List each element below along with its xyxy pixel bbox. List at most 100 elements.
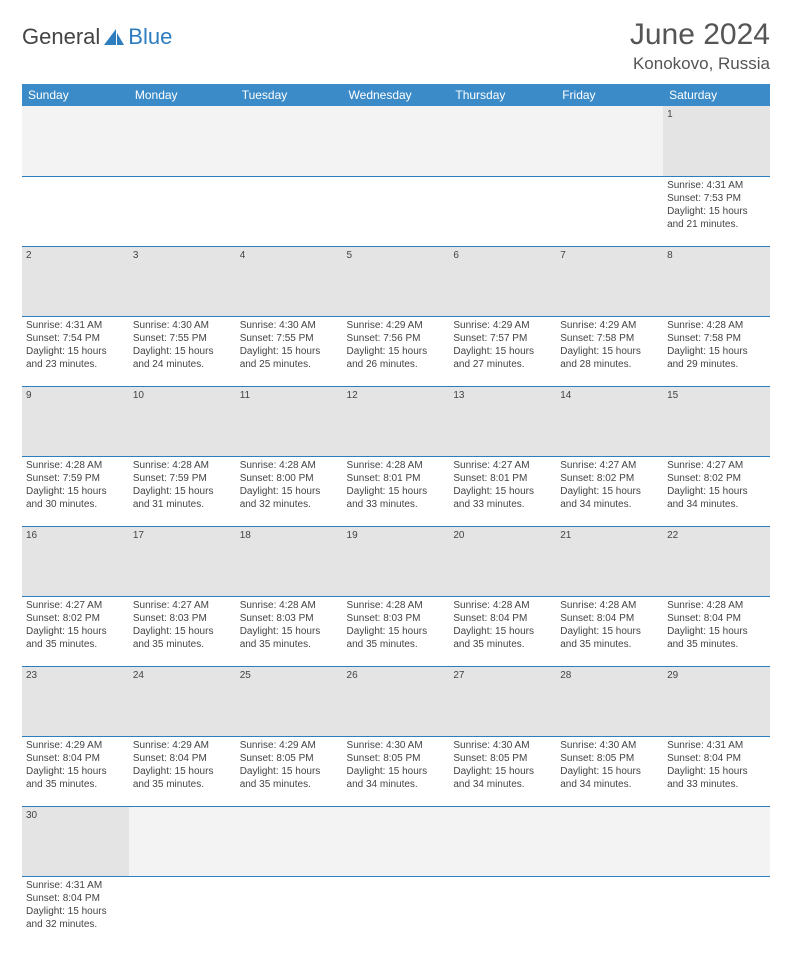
sunset-text: Sunset: 8:02 PM [26, 612, 125, 625]
day-number: 8 [663, 246, 770, 316]
day-number: 17 [129, 526, 236, 596]
sunset-text: Sunset: 7:58 PM [560, 332, 659, 345]
sunset-text: Sunset: 8:04 PM [26, 892, 125, 905]
day-cell [449, 176, 556, 246]
sunrise-text: Sunrise: 4:27 AM [667, 459, 766, 472]
day-cell: Sunrise: 4:30 AMSunset: 8:05 PMDaylight:… [449, 736, 556, 806]
day-number: 15 [663, 386, 770, 456]
day-cell: Sunrise: 4:29 AMSunset: 7:57 PMDaylight:… [449, 316, 556, 386]
day-number: 1 [663, 106, 770, 176]
day-cell: Sunrise: 4:27 AMSunset: 8:02 PMDaylight:… [22, 596, 129, 666]
daylight-text: Daylight: 15 hours and 27 minutes. [453, 345, 552, 371]
day-cell: Sunrise: 4:28 AMSunset: 7:59 PMDaylight:… [129, 456, 236, 526]
day-number [663, 806, 770, 876]
sunrise-text: Sunrise: 4:31 AM [26, 319, 125, 332]
day-number [449, 806, 556, 876]
day-number: 30 [22, 806, 129, 876]
sunrise-text: Sunrise: 4:28 AM [133, 459, 232, 472]
day-number [129, 806, 236, 876]
day-number [22, 106, 129, 176]
daylight-text: Daylight: 15 hours and 35 minutes. [667, 625, 766, 651]
day-cell [343, 176, 450, 246]
sunset-text: Sunset: 8:01 PM [453, 472, 552, 485]
daylight-text: Daylight: 15 hours and 35 minutes. [240, 765, 339, 791]
sunrise-text: Sunrise: 4:31 AM [667, 179, 766, 192]
day-cell [449, 876, 556, 946]
day-number [449, 106, 556, 176]
day-number: 10 [129, 386, 236, 456]
daylight-text: Daylight: 15 hours and 24 minutes. [133, 345, 232, 371]
sunset-text: Sunset: 8:05 PM [240, 752, 339, 765]
day-number: 19 [343, 526, 450, 596]
day-number: 11 [236, 386, 343, 456]
daylight-text: Daylight: 15 hours and 34 minutes. [667, 485, 766, 511]
day-number: 28 [556, 666, 663, 736]
daylight-text: Daylight: 15 hours and 35 minutes. [26, 765, 125, 791]
sunrise-text: Sunrise: 4:31 AM [26, 879, 125, 892]
weekday-header: Friday [556, 84, 663, 106]
daynum-row: 30 [22, 806, 770, 876]
sunrise-text: Sunrise: 4:27 AM [453, 459, 552, 472]
daynum-row: 1 [22, 106, 770, 176]
weekday-header-row: SundayMondayTuesdayWednesdayThursdayFrid… [22, 84, 770, 106]
daylight-text: Daylight: 15 hours and 35 minutes. [133, 765, 232, 791]
sunrise-text: Sunrise: 4:28 AM [347, 599, 446, 612]
day-number: 7 [556, 246, 663, 316]
daylight-text: Daylight: 15 hours and 34 minutes. [560, 765, 659, 791]
day-number: 5 [343, 246, 450, 316]
day-number [343, 106, 450, 176]
day-number: 12 [343, 386, 450, 456]
sunrise-text: Sunrise: 4:29 AM [26, 739, 125, 752]
daylight-text: Daylight: 15 hours and 23 minutes. [26, 345, 125, 371]
day-cell: Sunrise: 4:30 AMSunset: 8:05 PMDaylight:… [343, 736, 450, 806]
sunset-text: Sunset: 8:05 PM [347, 752, 446, 765]
day-cell [236, 176, 343, 246]
sunrise-text: Sunrise: 4:31 AM [667, 739, 766, 752]
weekday-header: Wednesday [343, 84, 450, 106]
daylight-text: Daylight: 15 hours and 35 minutes. [26, 625, 125, 651]
sunset-text: Sunset: 8:03 PM [347, 612, 446, 625]
month-title: June 2024 [630, 18, 770, 52]
daylight-text: Daylight: 15 hours and 30 minutes. [26, 485, 125, 511]
day-number: 6 [449, 246, 556, 316]
daynum-row: 2345678 [22, 246, 770, 316]
daylight-text: Daylight: 15 hours and 32 minutes. [240, 485, 339, 511]
day-number: 21 [556, 526, 663, 596]
logo-text-blue: Blue [128, 24, 172, 50]
week-row: Sunrise: 4:27 AMSunset: 8:02 PMDaylight:… [22, 596, 770, 666]
day-cell [343, 876, 450, 946]
day-cell: Sunrise: 4:28 AMSunset: 8:04 PMDaylight:… [556, 596, 663, 666]
sunset-text: Sunset: 8:04 PM [133, 752, 232, 765]
day-number: 3 [129, 246, 236, 316]
day-cell [129, 876, 236, 946]
sunrise-text: Sunrise: 4:28 AM [667, 599, 766, 612]
day-cell [22, 176, 129, 246]
day-cell [556, 876, 663, 946]
week-row: Sunrise: 4:28 AMSunset: 7:59 PMDaylight:… [22, 456, 770, 526]
day-cell: Sunrise: 4:29 AMSunset: 7:56 PMDaylight:… [343, 316, 450, 386]
day-cell: Sunrise: 4:27 AMSunset: 8:02 PMDaylight:… [663, 456, 770, 526]
daylight-text: Daylight: 15 hours and 33 minutes. [667, 765, 766, 791]
sunset-text: Sunset: 8:04 PM [667, 612, 766, 625]
sunset-text: Sunset: 8:01 PM [347, 472, 446, 485]
sunset-text: Sunset: 8:02 PM [667, 472, 766, 485]
sunrise-text: Sunrise: 4:28 AM [453, 599, 552, 612]
sunset-text: Sunset: 8:03 PM [133, 612, 232, 625]
sunset-text: Sunset: 8:04 PM [667, 752, 766, 765]
sunrise-text: Sunrise: 4:28 AM [667, 319, 766, 332]
day-number [236, 106, 343, 176]
day-cell: Sunrise: 4:27 AMSunset: 8:03 PMDaylight:… [129, 596, 236, 666]
day-cell: Sunrise: 4:31 AMSunset: 8:04 PMDaylight:… [663, 736, 770, 806]
sunset-text: Sunset: 7:53 PM [667, 192, 766, 205]
sunset-text: Sunset: 7:55 PM [133, 332, 232, 345]
day-cell: Sunrise: 4:29 AMSunset: 8:04 PMDaylight:… [22, 736, 129, 806]
day-cell [236, 876, 343, 946]
sunrise-text: Sunrise: 4:28 AM [240, 459, 339, 472]
daynum-row: 9101112131415 [22, 386, 770, 456]
sunset-text: Sunset: 7:59 PM [133, 472, 232, 485]
day-number [343, 806, 450, 876]
sunset-text: Sunset: 8:05 PM [560, 752, 659, 765]
day-cell: Sunrise: 4:29 AMSunset: 8:05 PMDaylight:… [236, 736, 343, 806]
sunrise-text: Sunrise: 4:27 AM [560, 459, 659, 472]
daylight-text: Daylight: 15 hours and 31 minutes. [133, 485, 232, 511]
